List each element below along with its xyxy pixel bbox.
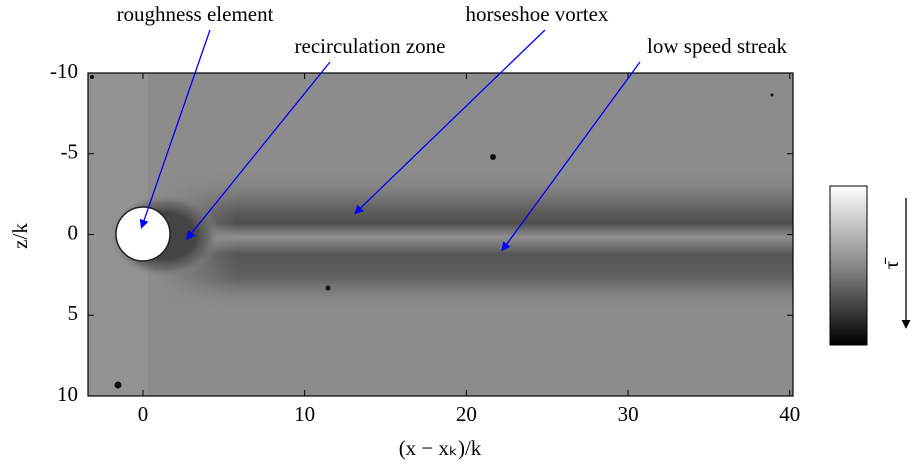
annotation-label: roughness element [117,2,274,26]
particle [770,93,774,97]
annotation-label: low speed streak [647,34,787,58]
annotation-arrow [354,29,546,215]
field-image [87,72,794,397]
colorbar-label: τ̄ [879,257,903,269]
colorbar [829,185,868,346]
y-tick-label: 5 [68,301,79,325]
x-tick-label: 40 [779,402,800,426]
y-tick-label: -5 [61,140,79,164]
y-tick-label: 10 [57,382,78,406]
particle [490,154,496,160]
y-tick-label: -10 [50,59,78,83]
y-axis-label: z/k [8,223,32,249]
roughness-element [115,206,171,262]
x-tick-label: 10 [294,402,315,426]
x-tick-label: 30 [618,402,639,426]
y-tick-label: 0 [68,220,79,244]
x-axis-label: (x − xₖ)/k [399,436,482,460]
annotation-arrow [139,29,211,229]
annotation-label: recirculation zone [295,34,446,58]
x-tick-label: 0 [138,402,149,426]
particle [114,381,122,389]
annotation-arrow [501,61,641,252]
x-tick-label: 20 [456,402,477,426]
particle [325,285,331,291]
particle [90,75,94,79]
annotation-arrow [186,61,331,241]
annotation-label: horseshoe vortex [466,2,609,26]
streak-region [160,170,793,310]
